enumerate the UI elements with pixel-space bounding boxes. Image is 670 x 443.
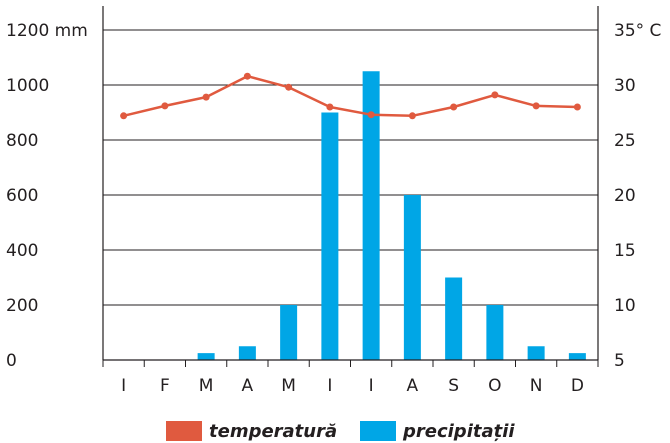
x-tick-label: I <box>369 376 374 396</box>
tick-labels: 0 200 400 600 800 1000 1200 mm 5 10 15 20 25 30 35° C… <box>6 21 661 396</box>
temperature-point <box>450 103 458 111</box>
y-right-tick-label: 10 <box>614 296 636 316</box>
x-tick-label: I <box>121 376 126 396</box>
y-left-tick-label: 1200 mm <box>6 21 88 41</box>
y-right-tick-label: 20 <box>614 186 636 206</box>
precip-bar <box>238 346 256 360</box>
x-tick-label: M <box>281 376 296 396</box>
precip-bar <box>321 112 339 360</box>
y-left-tick-label: 0 <box>6 351 17 371</box>
precip-bar <box>445 277 463 360</box>
precip-bar <box>280 305 298 360</box>
temperature-point <box>161 102 169 110</box>
axes <box>102 6 599 367</box>
y-right-tick-label: 25 <box>614 131 636 151</box>
temperature-point <box>285 83 293 91</box>
precip-bar <box>362 71 380 360</box>
y-left-tick-label: 600 <box>6 186 38 206</box>
precip-bar <box>486 305 504 360</box>
precip-bar <box>568 353 586 360</box>
temperature-point <box>326 103 334 111</box>
y-right-tick-label: 15 <box>614 241 636 261</box>
legend-swatch <box>166 421 202 441</box>
temperature-series-line <box>123 74 578 118</box>
temperature-point <box>408 112 416 120</box>
legend-label: temperatură <box>209 421 337 442</box>
x-tick-label: A <box>242 376 254 396</box>
legend-swatch <box>360 421 396 441</box>
y-left-tick-label: 1000 <box>6 76 49 96</box>
x-tick-label: F <box>160 376 170 396</box>
temperature-point <box>367 111 375 119</box>
y-left-tick-label: 400 <box>6 241 38 261</box>
x-tick-label: D <box>571 376 584 396</box>
temperature-point <box>491 91 499 99</box>
temperature-line <box>120 72 581 120</box>
precip-bar <box>527 346 545 360</box>
legend: temperatură precipitații <box>166 421 515 442</box>
precip-bar <box>197 353 215 360</box>
y-right-tick-label: 35° C <box>614 21 661 41</box>
temperature-point <box>202 93 210 101</box>
x-tick-label: A <box>407 376 419 396</box>
y-right-tick-label: 5 <box>614 351 625 371</box>
temperature-point <box>573 103 581 111</box>
y-left-tick-label: 200 <box>6 296 38 316</box>
temperature-point <box>532 102 540 110</box>
x-tick-label: I <box>327 376 332 396</box>
y-left-tick-label: 800 <box>6 131 38 151</box>
x-tick-label: S <box>448 376 459 396</box>
x-tick-label: M <box>199 376 214 396</box>
legend-label: precipitații <box>402 421 515 442</box>
temperature-point <box>243 72 251 80</box>
precipitation-bars <box>197 71 586 360</box>
x-tick-label: N <box>530 376 543 396</box>
precip-bar <box>403 195 421 360</box>
y-right-tick-label: 30 <box>614 76 636 96</box>
temperature-point <box>120 112 128 120</box>
grid-lines <box>103 29 598 306</box>
x-tick-label: O <box>488 376 501 396</box>
